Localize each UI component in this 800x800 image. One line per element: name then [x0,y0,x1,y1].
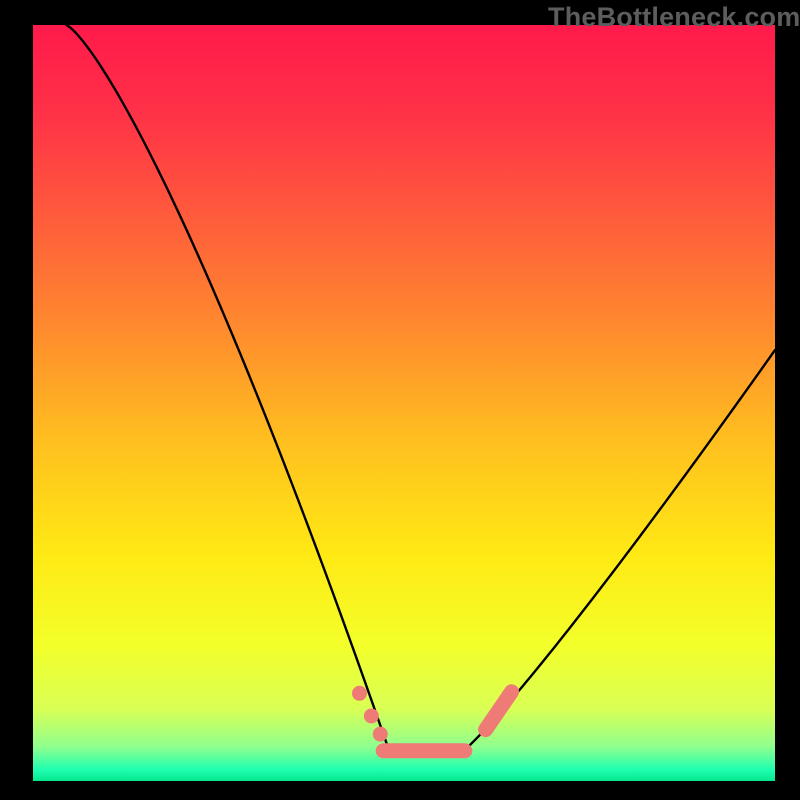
chart-stage: TheBottleneck.com [0,0,800,800]
bottleneck-chart [33,25,775,781]
chart-background [33,25,775,781]
watermark-text: TheBottleneck.com [548,2,800,33]
marker-dot [352,686,367,701]
marker-dot [373,727,388,742]
marker-dot [364,708,379,723]
